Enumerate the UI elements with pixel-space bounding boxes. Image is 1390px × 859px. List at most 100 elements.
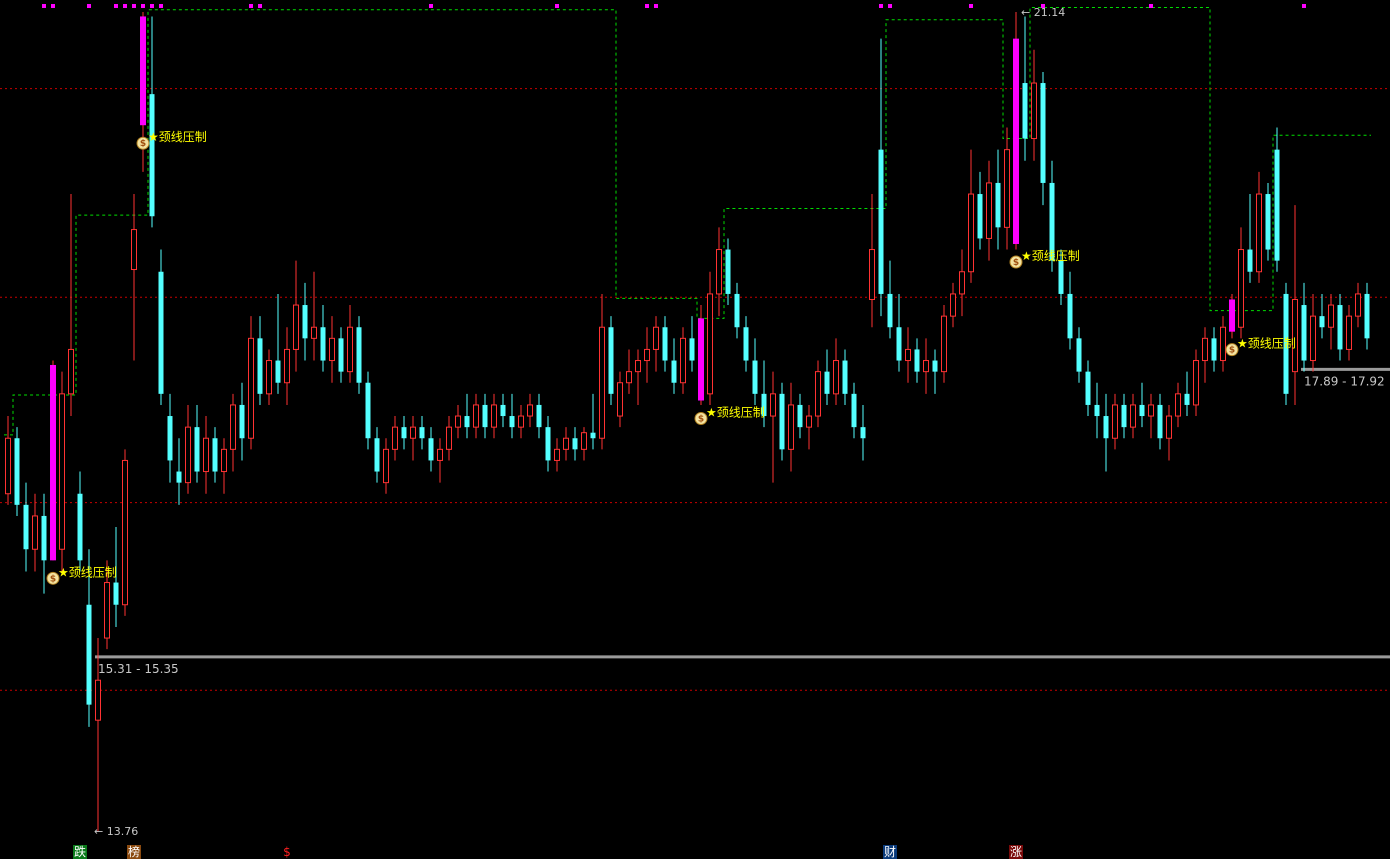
candle-signal <box>140 16 146 126</box>
candle-up <box>968 193 974 273</box>
candle-up <box>716 249 722 295</box>
candle-down <box>176 471 182 483</box>
candle-up <box>1328 304 1334 328</box>
candle-up <box>1175 393 1181 417</box>
candle-down <box>1040 83 1046 183</box>
signal-label: ★颈线压制 <box>706 406 765 420</box>
candle-down <box>1319 316 1325 328</box>
candle-down <box>365 382 371 439</box>
candle-up <box>383 448 389 484</box>
candle-down <box>1085 371 1091 405</box>
candle-down <box>338 338 344 372</box>
candle-up <box>950 293 956 317</box>
candle-up <box>986 182 992 239</box>
money-bag-icon <box>694 412 708 425</box>
top-signal-dot <box>141 4 145 8</box>
candle-up <box>941 315 947 373</box>
candle-down <box>1211 338 1217 361</box>
candle-down <box>977 194 983 239</box>
signal-label: ★颈线压制 <box>1021 249 1080 263</box>
top-signal-dot <box>879 4 883 8</box>
top-signal-dot <box>654 4 658 8</box>
candle-down <box>797 404 803 428</box>
candle-down <box>500 404 506 417</box>
top-signal-dot <box>150 4 154 8</box>
candle-up <box>203 437 209 473</box>
candle-down <box>482 404 488 428</box>
signal-label: ★颈线压制 <box>1237 337 1296 351</box>
candle-up <box>95 679 101 721</box>
bottom-marker[interactable]: 涨 <box>1009 845 1023 859</box>
candle-up <box>59 393 65 550</box>
candle-up <box>1256 193 1262 273</box>
candle-down <box>509 416 515 428</box>
candle-up <box>32 515 38 550</box>
candle-down <box>1157 404 1163 439</box>
candle-up <box>599 326 605 439</box>
candle-down <box>1301 305 1307 361</box>
candle-up <box>437 448 443 461</box>
candle-up <box>131 229 137 271</box>
candle-up <box>185 426 191 484</box>
money-bag-icon <box>1009 255 1023 269</box>
candle-down <box>1076 338 1082 372</box>
candle-up <box>446 426 452 450</box>
money-bag-icon <box>136 136 150 150</box>
candle-down <box>590 432 596 439</box>
resistance-line <box>4 7 1371 436</box>
candle-down <box>212 438 218 472</box>
bottom-marker[interactable]: $ <box>280 845 294 859</box>
bottom-marker[interactable]: 榜 <box>127 845 141 859</box>
candle-up <box>1292 298 1298 373</box>
high-price-marker: ← 21.14 <box>1021 6 1065 19</box>
top-signal-dot <box>51 4 55 8</box>
candle-down <box>734 293 740 328</box>
money-bag-icon <box>1225 343 1239 357</box>
signal-label: ★颈线压制 <box>58 565 117 579</box>
candle-down <box>1067 293 1073 339</box>
bottom-marker[interactable]: 财 <box>883 845 897 859</box>
top-signal-dot <box>132 4 136 8</box>
candle-down <box>1103 416 1109 439</box>
candle-up <box>905 348 911 362</box>
candle-up <box>455 415 461 428</box>
top-signal-dot <box>645 4 649 8</box>
candle-up <box>1004 149 1010 228</box>
candle-down <box>1058 260 1064 294</box>
low-price-marker: ← 13.76 <box>94 825 138 838</box>
candle-down <box>149 94 155 217</box>
top-signal-dot <box>1149 4 1153 8</box>
money-bag-icon-glyph: $ <box>698 415 704 425</box>
top-signal-dot <box>159 4 163 8</box>
candle-up <box>1220 326 1226 362</box>
candle-down <box>113 582 119 605</box>
candle-down <box>842 360 848 394</box>
candle-down <box>1265 194 1271 250</box>
candle-up <box>1130 404 1136 428</box>
candle-up <box>410 426 416 439</box>
candle-down <box>194 427 200 472</box>
candle-down <box>761 393 767 417</box>
candle-up <box>5 437 11 495</box>
candle-up <box>266 360 272 395</box>
top-signal-dot <box>888 4 892 8</box>
candle-up <box>1193 360 1199 406</box>
candle-down <box>851 393 857 428</box>
candle-up <box>788 404 794 450</box>
bottom-marker[interactable]: 跌 <box>73 845 87 859</box>
candle-up <box>311 326 317 339</box>
candle-up <box>1346 315 1352 350</box>
money-bag-icon-glyph: $ <box>140 139 146 149</box>
candle-up <box>581 432 587 450</box>
candle-down <box>41 515 47 561</box>
candle-down <box>1184 393 1190 405</box>
candle-down <box>824 371 830 394</box>
candle-down <box>779 393 785 450</box>
top-signal-dot <box>429 4 433 8</box>
top-signal-dot <box>555 4 559 8</box>
money-bag-icon-glyph: $ <box>1229 346 1235 356</box>
candle-up <box>1202 337 1208 362</box>
candle-down <box>1247 249 1253 272</box>
candle-down <box>752 360 758 394</box>
